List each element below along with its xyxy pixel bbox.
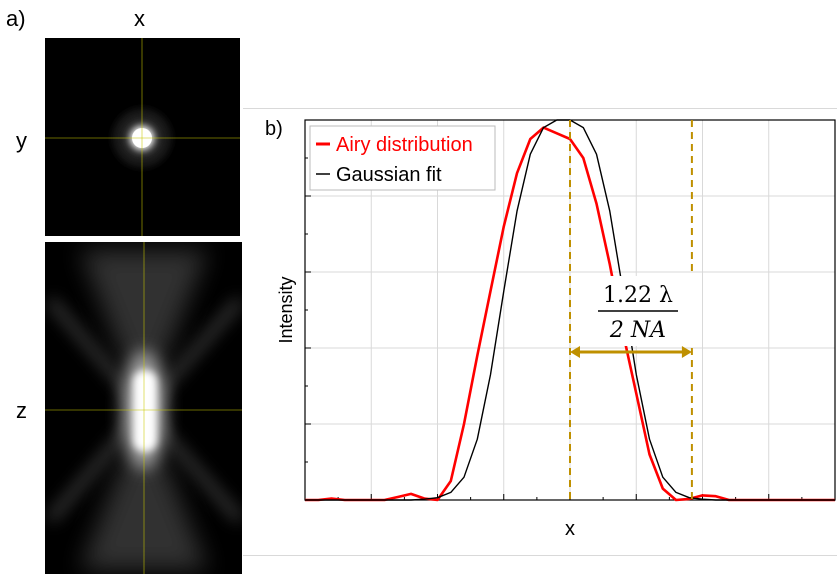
y-axis-label: Intensity xyxy=(276,276,296,343)
fwhm-formula: 1.22 λ 2 NA xyxy=(578,276,693,346)
legend-box xyxy=(309,125,496,191)
legend-label: Airy distribution xyxy=(336,134,473,156)
chart-ticks xyxy=(304,119,836,501)
xy-view-y-label: y xyxy=(16,128,27,153)
xy-view-x-label: x xyxy=(134,6,145,31)
chart-legend: Airy distribution Gaussian fit xyxy=(309,125,496,191)
top-separator xyxy=(243,108,837,109)
panel-a-label: a) xyxy=(6,6,26,31)
x-axis-label: x xyxy=(565,518,575,540)
width-arrow-left-head xyxy=(570,346,580,358)
xy-psf-image xyxy=(45,38,240,236)
formula-numerator: 1.22 λ xyxy=(603,283,673,308)
legend-label: Gaussian fit xyxy=(336,164,442,186)
intensity-profile-chart: Airy distribution Gaussian fit x Intensit… xyxy=(276,119,836,540)
bottom-separator xyxy=(243,555,837,556)
xz-psf-image xyxy=(45,242,242,574)
panel-b-label: b) xyxy=(265,118,283,140)
xz-view-z-label: z xyxy=(16,398,27,423)
chart-markers xyxy=(569,120,693,500)
width-arrow-right-head xyxy=(681,346,692,358)
formula-denominator: 2 NA xyxy=(609,318,666,343)
